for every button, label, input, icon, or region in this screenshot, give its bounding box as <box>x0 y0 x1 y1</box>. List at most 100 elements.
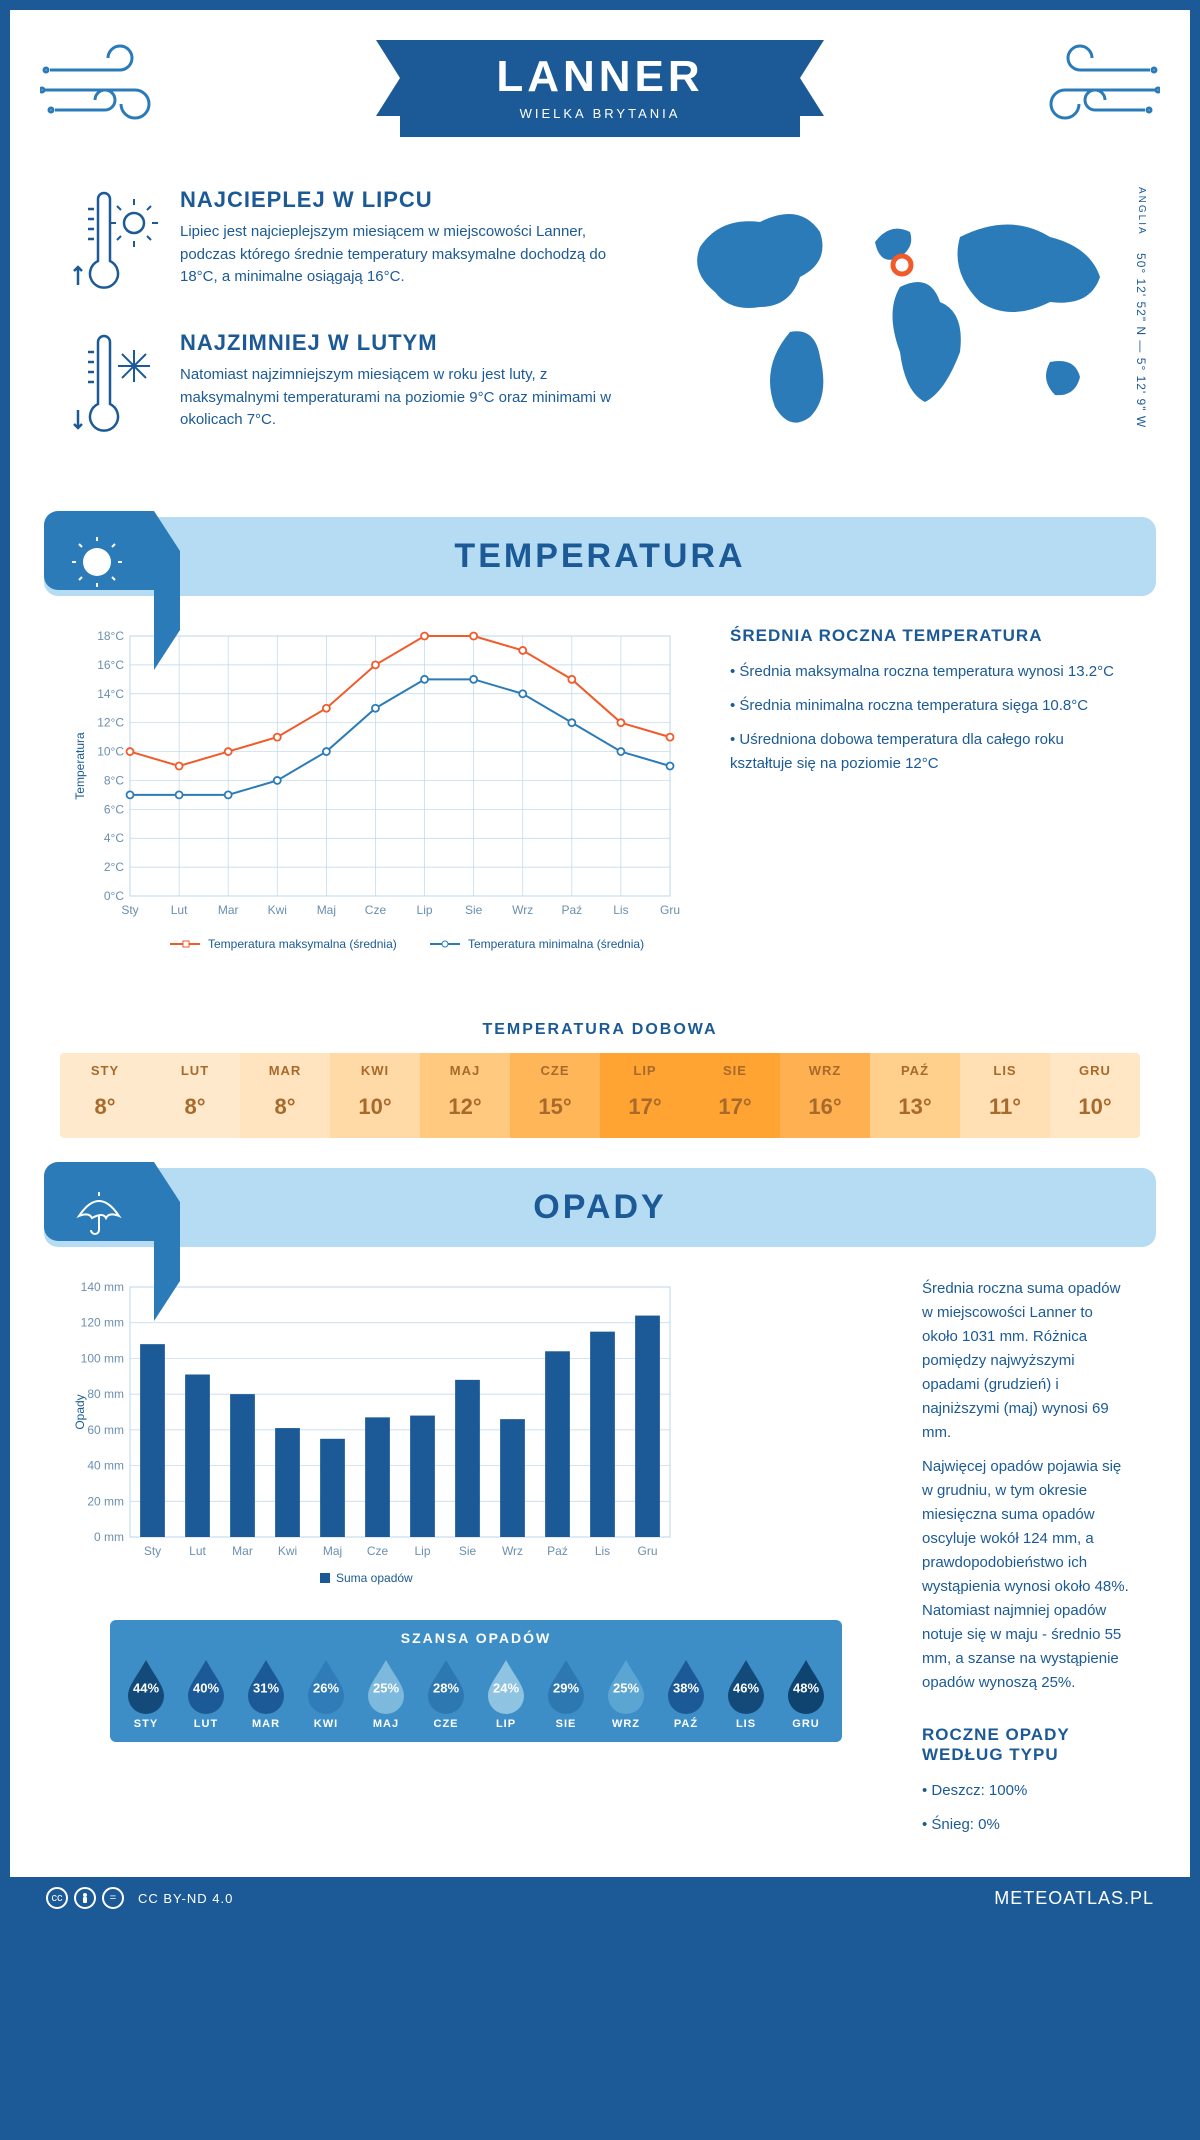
svg-text:Lis: Lis <box>595 1544 610 1558</box>
svg-text:Gru: Gru <box>637 1544 657 1558</box>
nd-icon: = <box>102 1887 124 1909</box>
rain-type-list: Deszcz: 100% Śnieg: 0% <box>922 1779 1130 1837</box>
footer: cc = CC BY-ND 4.0 METEOATLAS.PL <box>10 1877 1190 1919</box>
world-map-icon <box>670 187 1130 447</box>
rain-type-title: ROCZNE OPADY WEDŁUG TYPU <box>922 1725 1130 1765</box>
svg-text:Mar: Mar <box>232 1544 253 1558</box>
svg-text:2°C: 2°C <box>104 860 124 874</box>
svg-text:Cze: Cze <box>367 1544 389 1558</box>
svg-text:Suma opadów: Suma opadów <box>336 1571 413 1585</box>
temperature-chart: 0°C2°C4°C6°C8°C10°C12°C14°C16°C18°CStyLu… <box>70 626 690 971</box>
page: LANNER WIELKA BRYTANIA NAJCIEPLEJ W LIPC… <box>10 10 1190 1919</box>
rain-type-bullet: Deszcz: 100% <box>922 1779 1130 1803</box>
svg-text:100 mm: 100 mm <box>81 1351 124 1365</box>
svg-text:6°C: 6°C <box>104 802 124 816</box>
rain-drop-item: 28% CZE <box>416 1656 476 1730</box>
svg-text:Sie: Sie <box>465 903 483 917</box>
rain-type-bullet: Śnieg: 0% <box>922 1813 1130 1837</box>
rain-p2: Najwięcej opadów pojawia się w grudniu, … <box>922 1455 1130 1695</box>
svg-text:Wrz: Wrz <box>512 903 533 917</box>
heat-cell: STY8° <box>60 1053 150 1138</box>
svg-text:12°C: 12°C <box>97 716 124 730</box>
svg-text:Sty: Sty <box>121 903 138 917</box>
heat-cell: MAJ12° <box>420 1053 510 1138</box>
svg-text:120 mm: 120 mm <box>81 1316 124 1330</box>
svg-text:4°C: 4°C <box>104 831 124 845</box>
warmest-title: NAJCIEPLEJ W LIPCU <box>180 187 630 213</box>
svg-text:20 mm: 20 mm <box>87 1494 124 1508</box>
umbrella-icon <box>44 1162 154 1241</box>
temperature-title: TEMPERATURA <box>44 537 1156 576</box>
svg-text:Kwi: Kwi <box>268 903 287 917</box>
intro-section: NAJCIEPLEJ W LIPCU Lipiec jest najcieple… <box>10 157 1190 493</box>
heat-cell: LIS11° <box>960 1053 1050 1138</box>
svg-text:Maj: Maj <box>323 1544 342 1558</box>
svg-text:40 mm: 40 mm <box>87 1459 124 1473</box>
rain-chance-title: SZANSA OPADÓW <box>110 1630 842 1646</box>
location-title: LANNER <box>460 52 740 102</box>
rain-drop-item: 40% LUT <box>176 1656 236 1730</box>
avg-temp-list: Średnia maksymalna roczna temperatura wy… <box>730 660 1130 776</box>
svg-text:Temperatura minimalna (średnia: Temperatura minimalna (średnia) <box>468 937 644 951</box>
heat-cell: KWI10° <box>330 1053 420 1138</box>
heat-cell: LIP17° <box>600 1053 690 1138</box>
heat-cell: CZE15° <box>510 1053 600 1138</box>
svg-text:Lis: Lis <box>613 903 628 917</box>
by-icon <box>74 1887 96 1909</box>
rain-drop-item: 26% KWI <box>296 1656 356 1730</box>
svg-text:Lut: Lut <box>189 1544 206 1558</box>
rain-drop-item: 24% LIP <box>476 1656 536 1730</box>
heat-cell: PAŹ13° <box>870 1053 960 1138</box>
cc-icon: cc <box>46 1887 68 1909</box>
rain-drop-item: 46% LIS <box>716 1656 776 1730</box>
rain-chance-drops: 44% STY 40% LUT 31% MAR 26% KWI 25% MAJ <box>110 1656 842 1730</box>
svg-text:80 mm: 80 mm <box>87 1387 124 1401</box>
avg-temp-title: ŚREDNIA ROCZNA TEMPERATURA <box>730 626 1130 646</box>
svg-text:Temperatura maksymalna (średni: Temperatura maksymalna (średnia) <box>208 937 397 951</box>
svg-text:Lut: Lut <box>171 903 188 917</box>
lon-label: 5° 12' 9" W <box>1134 358 1148 428</box>
svg-text:Temperatura: Temperatura <box>73 732 87 800</box>
svg-text:Opady: Opady <box>73 1394 87 1429</box>
svg-text:60 mm: 60 mm <box>87 1423 124 1437</box>
license-block: cc = CC BY-ND 4.0 <box>46 1887 233 1909</box>
rain-content-left: 0 mm 20 mm 40 mm 60 mm 80 mm 100 mm 120 mm 140 … <box>70 1277 882 1847</box>
license-text: CC BY-ND 4.0 <box>138 1891 233 1906</box>
rain-drop-item: 48% GRU <box>776 1656 836 1730</box>
coldest-block: NAJZIMNIEJ W LUTYM Natomiast najzimniejs… <box>70 330 630 445</box>
heat-cell: MAR8° <box>240 1053 330 1138</box>
svg-text:Paź: Paź <box>547 1544 568 1558</box>
wind-icon <box>40 40 170 130</box>
temp-bullet: Średnia maksymalna roczna temperatura wy… <box>730 660 1130 684</box>
temperature-section-header: TEMPERATURA <box>44 517 1156 596</box>
intro-text-column: NAJCIEPLEJ W LIPCU Lipiec jest najcieple… <box>70 187 630 473</box>
rain-chance-panel: SZANSA OPADÓW 44% STY 40% LUT 31% MAR 26… <box>110 1620 842 1742</box>
thermometer-snow-icon <box>70 330 160 445</box>
rain-section-header: OPADY <box>44 1168 1156 1247</box>
svg-text:Sty: Sty <box>144 1544 161 1558</box>
header: LANNER WIELKA BRYTANIA <box>10 10 1190 157</box>
wind-icon <box>1030 40 1160 130</box>
svg-text:0°C: 0°C <box>104 889 124 903</box>
rain-drop-item: 38% PAŹ <box>656 1656 716 1730</box>
daily-temp-heatmap: STY8°LUT8°MAR8°KWI10°MAJ12°CZE15°LIP17°S… <box>60 1053 1140 1138</box>
rain-drop-item: 29% SIE <box>536 1656 596 1730</box>
rain-p1: Średnia roczna suma opadów w miejscowośc… <box>922 1277 1130 1445</box>
svg-text:Lip: Lip <box>417 903 433 917</box>
lat-label: 50° 12' 52" N <box>1134 253 1148 336</box>
temperature-desc: ŚREDNIA ROCZNA TEMPERATURA Średnia maksy… <box>730 626 1130 971</box>
svg-text:Lip: Lip <box>414 1544 430 1558</box>
rain-desc: Średnia roczna suma opadów w miejscowośc… <box>922 1277 1130 1847</box>
heat-cell: SIE17° <box>690 1053 780 1138</box>
svg-text:Cze: Cze <box>365 903 387 917</box>
heat-cell: LUT8° <box>150 1053 240 1138</box>
svg-text:8°C: 8°C <box>104 773 124 787</box>
svg-text:Wrz: Wrz <box>502 1544 523 1558</box>
svg-text:0 mm: 0 mm <box>94 1530 124 1544</box>
location-subtitle: WIELKA BRYTANIA <box>460 106 740 121</box>
rain-drop-item: 25% WRZ <box>596 1656 656 1730</box>
svg-text:140 mm: 140 mm <box>81 1280 124 1294</box>
svg-text:Gru: Gru <box>660 903 680 917</box>
svg-text:Maj: Maj <box>317 903 336 917</box>
temp-bullet: Średnia minimalna roczna temperatura się… <box>730 694 1130 718</box>
